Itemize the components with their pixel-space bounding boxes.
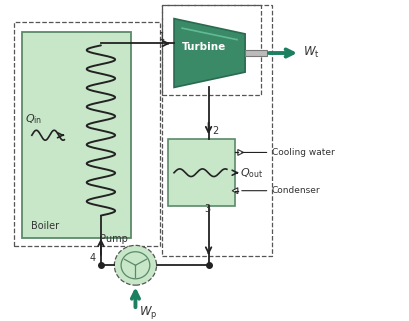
Polygon shape [174, 19, 245, 87]
Text: Pump: Pump [100, 234, 128, 244]
Polygon shape [238, 150, 243, 155]
Text: Turbine: Turbine [182, 42, 227, 52]
Text: Cooling water: Cooling water [272, 148, 334, 157]
Text: $Q_\mathrm{out}$: $Q_\mathrm{out}$ [240, 167, 264, 180]
Circle shape [115, 245, 157, 285]
Text: $Q_\mathrm{in}$: $Q_\mathrm{in}$ [25, 112, 42, 126]
Text: Boiler: Boiler [31, 221, 59, 231]
Text: 2: 2 [212, 126, 218, 136]
Polygon shape [232, 188, 238, 194]
Text: 1: 1 [159, 32, 165, 42]
Bar [22, 32, 131, 239]
Bar [245, 50, 267, 56]
Text: $W_\mathrm{p}$: $W_\mathrm{p}$ [139, 304, 157, 321]
Text: 4: 4 [90, 254, 96, 264]
Bar [168, 139, 235, 206]
Bar [162, 5, 261, 95]
Text: 3: 3 [204, 204, 211, 214]
Text: Condenser: Condenser [272, 186, 320, 195]
Bar [13, 22, 160, 246]
Text: $W_\mathrm{t}$: $W_\mathrm{t}$ [303, 45, 319, 60]
Bar [162, 5, 272, 256]
